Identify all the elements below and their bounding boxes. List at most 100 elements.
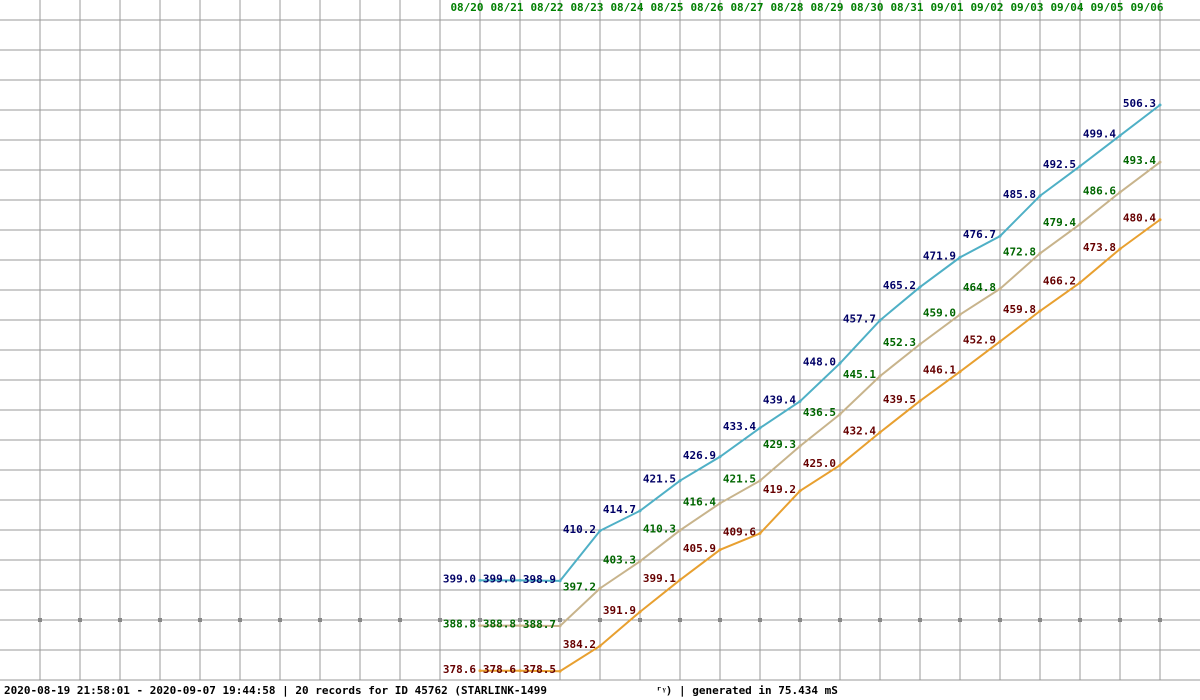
data-point [1038,251,1042,255]
footer-left: 2020-08-19 21:58:01 - 2020-09-07 19:44:5… [4,684,547,697]
data-label: 388.7 [523,618,556,631]
data-label: 429.3 [763,438,796,451]
grid-dot [158,618,162,622]
data-point [1158,160,1162,164]
data-point [998,234,1002,238]
data-label: 410.3 [643,522,676,535]
grid-dot [518,618,522,622]
data-label: 399.1 [643,572,676,585]
data-point [678,479,682,483]
data-label: 439.5 [883,393,916,406]
grid-dot [678,618,682,622]
x-tick-label: 09/02 [970,1,1003,14]
grid-dot [198,618,202,622]
data-point [1038,194,1042,198]
data-label: 485.8 [1003,188,1036,201]
footer-right: ʳᵞ) | generated in 75.434 mS [656,684,838,697]
data-point [758,479,762,483]
data-label: 459.0 [923,307,956,320]
grid-dot [478,618,482,622]
data-point [918,342,922,346]
data-label: 378.6 [483,663,516,676]
x-tick-label: 08/27 [730,1,763,14]
data-point [518,669,522,673]
data-point [1078,281,1082,285]
grid-dot [798,618,802,622]
data-point [1038,309,1042,313]
data-label: 405.9 [683,542,716,555]
data-point [998,340,1002,344]
data-label: 416.4 [683,495,716,508]
x-tick-label: 08/20 [450,1,483,14]
data-point [758,426,762,430]
grid-dot [918,618,922,622]
series-line [480,218,1161,673]
grid [0,0,1200,681]
data-point [1118,247,1122,251]
data-label: 466.2 [1043,275,1076,288]
data-point [838,412,842,416]
data-label: 472.8 [1003,245,1036,258]
series-line [480,161,1161,628]
data-point [638,509,642,513]
data-label: 432.4 [843,424,876,437]
data-label: 388.8 [483,618,516,631]
data-label: 476.7 [963,228,996,241]
x-tick-label: 08/29 [810,1,843,14]
data-label: 465.2 [883,279,916,292]
grid-dot [638,618,642,622]
data-point [718,455,722,459]
data-point [878,430,882,434]
data-label: 473.8 [1083,241,1116,254]
data-label: 399.0 [483,572,516,585]
data-point [1118,190,1122,194]
data-label: 436.5 [803,406,836,419]
data-point [958,313,962,317]
data-point [958,370,962,374]
data-label: 464.8 [963,281,996,294]
data-point [558,579,562,583]
data-label: 388.8 [443,618,476,631]
grid-dot [38,618,42,622]
x-tick-label: 08/22 [530,1,563,14]
grid-dot [558,618,562,622]
data-point [798,489,802,493]
data-label: 492.5 [1043,158,1076,171]
grid-dot [758,618,762,622]
data-point [598,644,602,648]
data-point [638,610,642,614]
data-label: 433.4 [723,420,756,433]
data-label: 421.5 [723,473,756,486]
data-label: 425.0 [803,457,836,470]
grid-dot [1078,618,1082,622]
data-point [878,318,882,322]
data-label: 414.7 [603,503,636,516]
x-tick-label: 08/28 [770,1,803,14]
x-tick-label: 09/05 [1090,1,1123,14]
data-point [558,624,562,628]
data-label: 493.4 [1123,154,1156,167]
grid-dot [438,618,442,622]
data-label: 410.2 [563,523,596,536]
data-label: 471.9 [923,249,956,262]
data-point [838,361,842,365]
series-line [480,104,1161,582]
data-label: 480.4 [1123,212,1156,225]
data-label: 409.6 [723,525,756,538]
data-point [878,374,882,378]
data-point [678,578,682,582]
data-point [478,578,482,582]
x-tick-label: 09/01 [930,1,963,14]
data-label: 398.9 [523,573,556,586]
data-point [718,501,722,505]
data-point [1158,103,1162,107]
data-label: 439.4 [763,393,796,406]
grid-dot [958,618,962,622]
data-point [958,255,962,259]
data-label: 479.4 [1043,216,1076,229]
data-point [678,528,682,532]
data-point [798,399,802,403]
grid-dot [838,618,842,622]
data-point [918,285,922,289]
x-tick-label: 09/03 [1010,1,1043,14]
